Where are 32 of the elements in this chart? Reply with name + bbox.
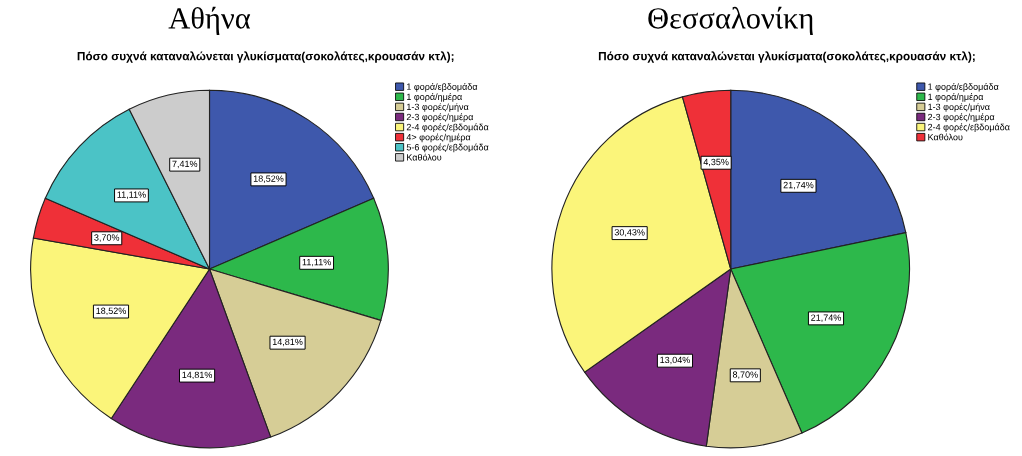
legend-label: Καθόλου [407, 153, 442, 161]
data-label: 18,52% [96, 307, 126, 316]
legend-label: 2-4 φορές/εβδομάδα [928, 123, 1010, 133]
data-label: 14,81% [182, 371, 213, 380]
chart-subtitle: Πόσο συχνά καταναλώνεται γλυκίσματα(σοκολάτες,κρουασάν κτλ); [77, 51, 454, 63]
chart-subtitle: Πόσο συχνά καταναλώνεται γλυκίσματα(σοκολάτες,κρουασάν κτλ); [598, 51, 975, 63]
legend-label: 1 φορά/εβδομάδα [407, 83, 478, 92]
legend-label: 1-3 φορές/μήνα [928, 103, 990, 112]
legend-label: 1 φορά/εβδομάδα [928, 83, 999, 92]
data-label: 18,52% [253, 175, 284, 183]
data-label: 7,41% [172, 160, 198, 169]
data-label: 30,43% [614, 229, 645, 237]
legend-label: 2-4 φορές/εβδομάδα [406, 123, 489, 133]
data-label: 13,04% [660, 356, 690, 365]
chart-title: Αθήνα [168, 6, 251, 35]
data-label: 11,11% [117, 191, 146, 199]
data-label: 21,74% [783, 181, 814, 190]
legend-label: 5-6 φορές/εβδομάδα [406, 143, 489, 153]
legend-label: Καθόλου [928, 133, 963, 141]
legend-label: 1 φορά/ημέρα [407, 93, 462, 102]
legend-label: 2-3 φορές/ημέρα [928, 113, 995, 122]
legend-label: 2-3 φορές/ημέρα [406, 113, 474, 122]
data-label: 14,81% [272, 338, 303, 347]
chart-title: Θεσσαλονίκη [648, 6, 813, 35]
legend-label: 1-3 φορές/μήνα [407, 103, 469, 112]
data-label: 21,74% [811, 314, 841, 322]
data-label: 8,70% [732, 371, 758, 379]
data-label: 11,11% [302, 258, 331, 267]
legend-label: 1 φορά/ημέρα [928, 93, 984, 102]
data-label: 4,35% [703, 158, 729, 167]
legend-label: 4> φορές/ημέρα [406, 133, 471, 143]
data-label: 3,70% [94, 234, 120, 242]
